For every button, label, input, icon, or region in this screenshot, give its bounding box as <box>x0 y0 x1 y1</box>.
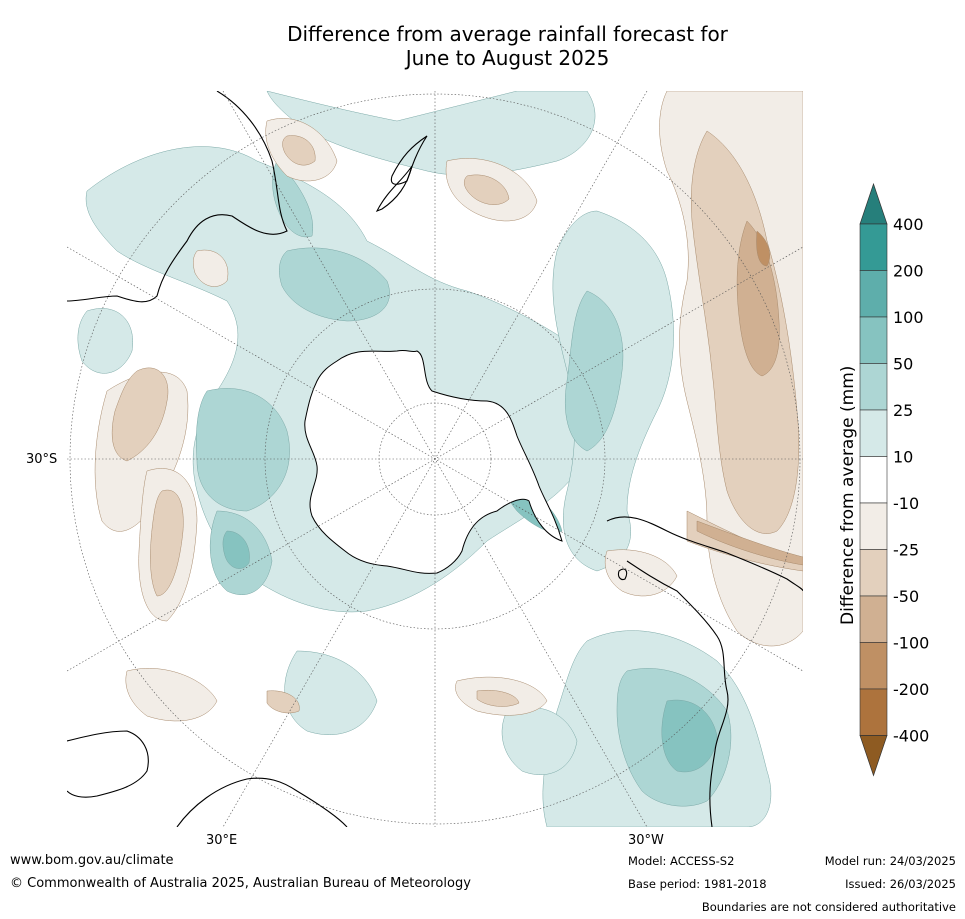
colorbar-bin <box>859 595 888 643</box>
colorbar-bin <box>859 642 888 690</box>
colorbar-bin <box>859 270 888 318</box>
colorbar-bin <box>859 363 888 411</box>
colorbar-tick-label: 10 <box>893 448 913 467</box>
colorbar-bin <box>859 316 888 364</box>
colorbar: 400 200 100 50 25 10 -10 -25 -50 -100 -200 -400 <box>859 182 929 777</box>
colorbar-title: Difference from average (mm) <box>838 365 858 625</box>
colorbar-extend-low <box>859 735 888 777</box>
colorbar-extend-high <box>859 182 888 225</box>
colorbar-tick-label: -200 <box>893 680 929 699</box>
colorbar-tick-label: -100 <box>893 634 929 653</box>
footer-model-run: Model run: 24/03/2025 <box>824 854 956 868</box>
colorbar-bin <box>859 502 888 550</box>
colorbar-tick-label: 400 <box>893 215 924 234</box>
colorbar-tick-label: -50 <box>893 587 919 606</box>
colorbar-bin <box>859 456 888 504</box>
colorbar-bin <box>859 549 888 597</box>
lon-label-30w: 30°W <box>628 833 664 848</box>
colorbar-bin <box>859 688 888 736</box>
footer-url[interactable]: www.bom.gov.au/climate <box>10 853 174 868</box>
title-line-1: Difference from average rainfall forecas… <box>287 22 728 46</box>
colorbar-tick-label: 25 <box>893 401 913 420</box>
colorbar-tick-label: 50 <box>893 355 913 374</box>
graticule <box>67 91 803 827</box>
chart-title: Difference from average rainfall forecas… <box>210 22 805 70</box>
colorbar-tick-label: -10 <box>893 494 919 513</box>
footer-base-period: Base period: 1981-2018 <box>628 877 767 891</box>
colorbar-bin <box>859 409 888 457</box>
lat-label-30s: 30°S <box>26 452 58 467</box>
land-outlines <box>67 91 803 827</box>
lon-label-30e: 30°E <box>206 833 238 848</box>
colorbar-tick-label: 200 <box>893 262 924 281</box>
colorbar-bin <box>859 223 888 271</box>
drier-than-average-regions <box>94 91 803 722</box>
footer-disclaimer: Boundaries are not considered authoritat… <box>701 900 956 914</box>
title-line-2: June to August 2025 <box>405 46 610 70</box>
colorbar-tick-label: -400 <box>893 727 929 746</box>
footer-issued: Issued: 26/03/2025 <box>845 877 956 891</box>
colorbar-tick-label: -25 <box>893 541 919 560</box>
rainfall-map <box>67 91 803 827</box>
footer-model: Model: ACCESS-S2 <box>628 854 735 868</box>
colorbar-tick-label: 100 <box>893 308 924 327</box>
footer-copyright: © Commonwealth of Australia 2025, Austra… <box>10 876 471 891</box>
